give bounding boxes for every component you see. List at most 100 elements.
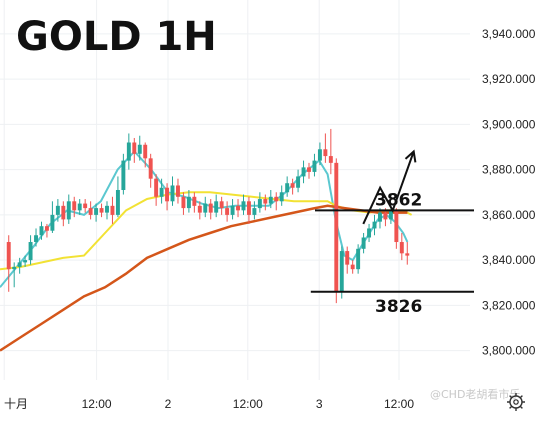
candle bbox=[181, 192, 186, 215]
candle bbox=[279, 185, 284, 206]
candle bbox=[350, 260, 355, 274]
y-tick-label: 3,860.000 bbox=[482, 208, 536, 222]
candle bbox=[317, 142, 322, 166]
candle bbox=[50, 201, 55, 233]
candle bbox=[394, 208, 399, 249]
candle bbox=[399, 232, 404, 261]
candle bbox=[197, 201, 202, 220]
candle bbox=[176, 178, 180, 204]
candle bbox=[328, 128, 333, 175]
x-tick-label: 12:00 bbox=[233, 397, 263, 411]
candle bbox=[339, 246, 344, 299]
candle bbox=[94, 203, 99, 222]
candle bbox=[361, 232, 366, 254]
candle bbox=[405, 242, 410, 265]
level-label: 3862 bbox=[375, 190, 422, 210]
candle bbox=[115, 176, 120, 218]
x-tick-label: 十月 bbox=[4, 397, 28, 411]
candle bbox=[159, 178, 164, 204]
candle bbox=[186, 190, 191, 213]
candle bbox=[214, 194, 219, 218]
x-tick-label: 2 bbox=[165, 397, 172, 411]
candle bbox=[132, 137, 137, 163]
candle bbox=[312, 153, 317, 177]
candle bbox=[99, 203, 104, 218]
y-tick-label: 3,940.000 bbox=[482, 27, 536, 41]
x-tick-label: 3 bbox=[316, 397, 323, 411]
watermark: @CHD老胡看市乐 bbox=[430, 387, 520, 401]
candle bbox=[219, 196, 224, 215]
y-tick-label: 3,820.000 bbox=[482, 298, 536, 312]
candle bbox=[241, 194, 246, 215]
candle bbox=[126, 133, 131, 170]
moving-average-ma_slow bbox=[0, 204, 408, 352]
candle bbox=[61, 201, 66, 227]
candle bbox=[39, 221, 44, 240]
candle bbox=[170, 176, 175, 206]
candle bbox=[230, 199, 235, 220]
candle bbox=[83, 199, 88, 213]
candle bbox=[323, 133, 328, 163]
projection-arrow bbox=[362, 149, 417, 225]
candle bbox=[72, 196, 77, 218]
price-levels: 3862 3826 bbox=[310, 190, 474, 317]
candle bbox=[66, 194, 71, 224]
candle bbox=[367, 223, 372, 243]
candle bbox=[257, 192, 262, 213]
candle bbox=[372, 214, 377, 236]
level-label: 3826 bbox=[375, 297, 422, 317]
candle bbox=[55, 199, 60, 222]
candle bbox=[246, 196, 251, 224]
projection-arrow-head bbox=[404, 149, 417, 163]
candle bbox=[6, 235, 11, 292]
candle bbox=[301, 160, 306, 184]
candle bbox=[143, 142, 148, 168]
candle bbox=[110, 196, 115, 224]
candle bbox=[334, 158, 339, 304]
y-tick-label: 3,880.000 bbox=[482, 163, 536, 177]
candle bbox=[296, 169, 301, 193]
y-axis: 3,800.000 3,820.000 3,840.000 3,860.000 3,88… bbox=[482, 27, 536, 358]
x-tick-label: 12:00 bbox=[384, 397, 414, 411]
candle bbox=[268, 190, 273, 209]
candle bbox=[34, 228, 38, 247]
y-tick-label: 3,800.000 bbox=[482, 344, 536, 358]
candle bbox=[28, 235, 33, 265]
candle bbox=[154, 174, 159, 206]
candle bbox=[307, 162, 311, 179]
candlesticks bbox=[6, 128, 410, 304]
candle bbox=[121, 153, 126, 195]
candle bbox=[274, 192, 279, 211]
gear-icon[interactable] bbox=[507, 393, 525, 411]
y-tick-label: 3,900.000 bbox=[482, 117, 536, 131]
candle bbox=[203, 196, 208, 218]
y-tick-label: 3,920.000 bbox=[482, 72, 536, 86]
candle bbox=[12, 262, 17, 288]
candle bbox=[165, 183, 170, 211]
candle bbox=[88, 201, 93, 220]
candle bbox=[285, 176, 290, 197]
candle bbox=[345, 246, 350, 274]
moving-average-ma_fast bbox=[0, 150, 409, 288]
candle bbox=[137, 135, 142, 161]
candle bbox=[192, 192, 197, 213]
candle bbox=[378, 208, 382, 229]
candle bbox=[23, 255, 28, 267]
moving-averages bbox=[0, 150, 413, 352]
x-tick-label: 12:00 bbox=[82, 397, 112, 411]
candle bbox=[356, 244, 361, 274]
candle bbox=[208, 199, 213, 220]
candle bbox=[148, 153, 153, 188]
candle bbox=[225, 201, 230, 222]
candle bbox=[263, 194, 268, 211]
projection-arrow-line bbox=[362, 151, 415, 225]
candle bbox=[105, 201, 109, 220]
x-axis: 十月 12:00 2 12:00 3 12:00 bbox=[4, 397, 414, 411]
candle bbox=[17, 257, 22, 274]
y-tick-label: 3,840.000 bbox=[482, 253, 536, 267]
chart-title: GOLD 1H bbox=[16, 14, 217, 60]
candle bbox=[44, 223, 49, 238]
candle bbox=[290, 178, 295, 195]
candle bbox=[252, 201, 257, 220]
